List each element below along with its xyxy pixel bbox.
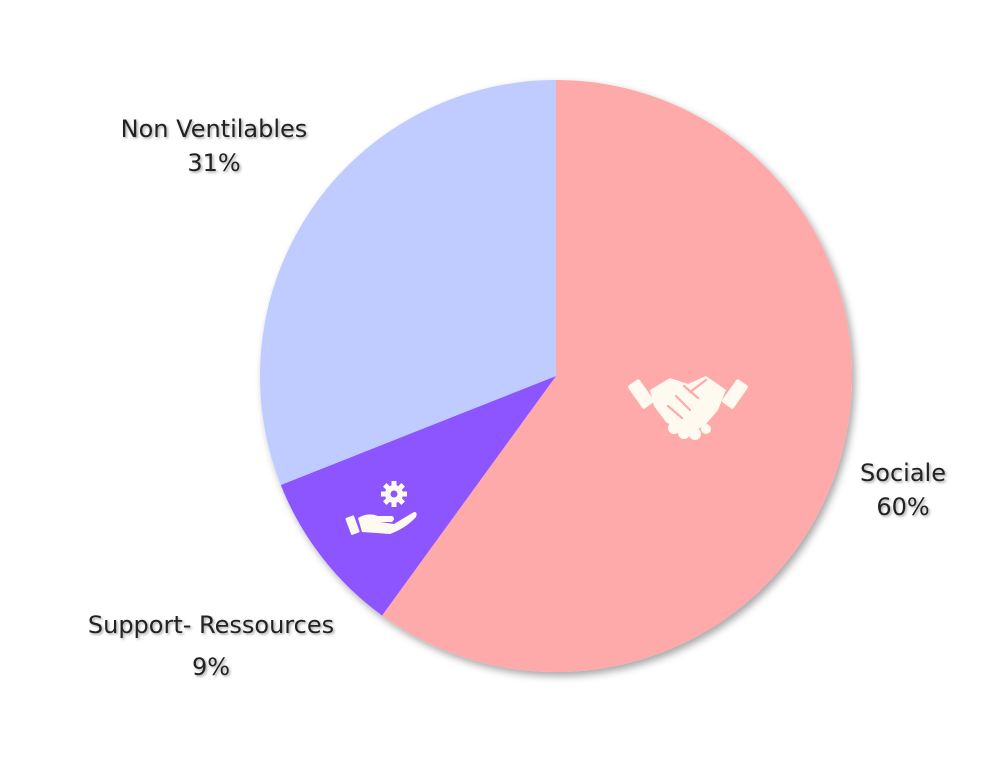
label-support-ressources-value: 9% xyxy=(192,653,230,681)
label-non-ventilables: Non Ventilables 31% xyxy=(121,115,308,177)
pie-slice-support-ressources xyxy=(280,376,556,616)
label-support-ressources: Support- Ressources 9% xyxy=(88,611,334,681)
pie-slice-non-ventilables xyxy=(260,80,556,485)
pie-slice-sociale xyxy=(382,80,853,673)
label-non-ventilables-name: Non Ventilables xyxy=(121,115,308,143)
label-sociale-value: 60% xyxy=(876,493,929,521)
label-non-ventilables-value: 31% xyxy=(187,149,240,177)
hand-gear-icon xyxy=(345,481,417,535)
label-sociale: Sociale 60% xyxy=(860,459,946,521)
label-sociale-name: Sociale xyxy=(860,459,946,487)
label-support-ressources-name: Support- Ressources xyxy=(88,611,334,639)
pie-slices xyxy=(260,80,853,673)
handshake-icon xyxy=(628,376,748,440)
